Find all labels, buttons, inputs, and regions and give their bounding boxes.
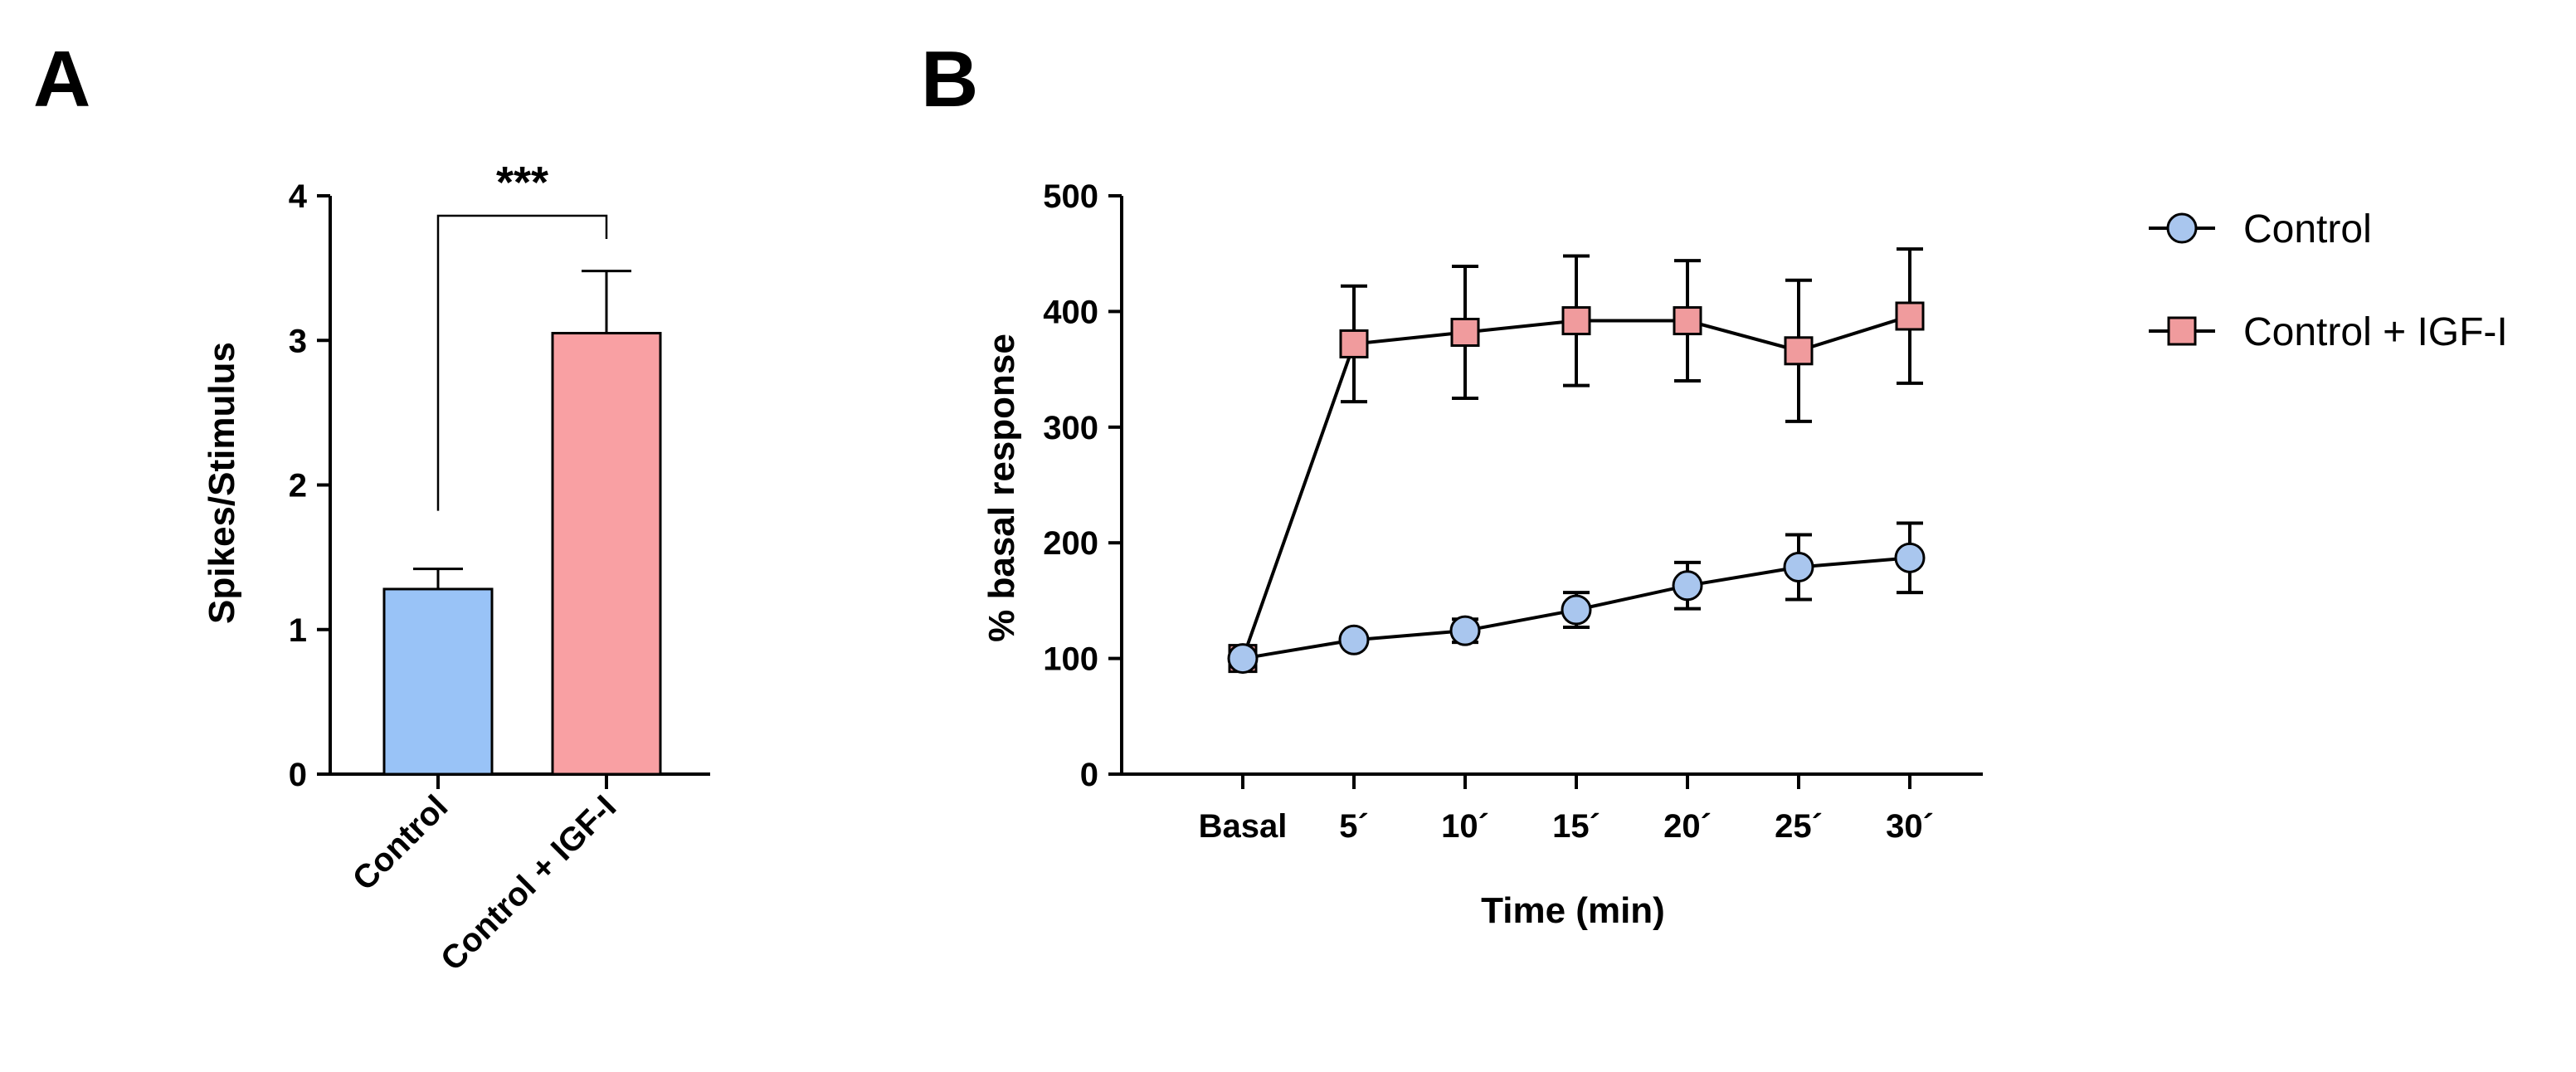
panel-b-x-tick-label: 5´ xyxy=(1339,808,1369,845)
panel-a-y-tick-label: 3 xyxy=(289,323,307,359)
panel-a-x-tick-label: Control xyxy=(346,788,455,898)
panel-b-x-tick-label: 25´ xyxy=(1775,808,1823,845)
data-point xyxy=(1339,329,1369,358)
bar xyxy=(551,332,662,776)
panel-b-x-tick-label: Basal xyxy=(1199,808,1288,845)
panel-b-y-tick-label: 400 xyxy=(1043,294,1098,330)
data-point xyxy=(1894,542,1926,573)
panel-a-y-tick-label: 1 xyxy=(289,612,307,649)
panel-b-legend: Control Control + IGF-I xyxy=(2149,207,2508,354)
panel-b-y-axis-title: % basal response xyxy=(981,334,1022,642)
panel-b-y-tick-label: 100 xyxy=(1043,641,1098,678)
data-point xyxy=(1561,306,1591,336)
panel-b-y-tick-label: 500 xyxy=(1043,178,1098,215)
significance-bracket xyxy=(436,214,608,511)
panel-b-chart: % basal response Time (min) 0 100 200 300 40… xyxy=(981,178,1983,931)
panel-b-x-tick-label: 20´ xyxy=(1663,808,1712,845)
panel-b-y-tick-label: 200 xyxy=(1043,525,1098,562)
data-point xyxy=(1895,301,1925,331)
data-point xyxy=(1450,317,1480,347)
panel-a-y-tick-label: 2 xyxy=(289,468,307,504)
legend-marker xyxy=(2167,316,2197,346)
data-point xyxy=(1784,336,1814,366)
panel-a-y-axis-title: Spikes/Stimulus xyxy=(202,342,242,624)
panel-b-x-axis-title: Time (min) xyxy=(1481,890,1665,931)
panel-a-x-tick-label: Control + IGF-I xyxy=(434,788,623,977)
panel-b-letter: B xyxy=(921,35,978,124)
data-point xyxy=(1673,306,1702,336)
data-point xyxy=(1672,570,1703,602)
panel-b-x-tick-label: 30´ xyxy=(1886,808,1934,845)
panel-b-x-tick-label: 10´ xyxy=(1441,808,1489,845)
panel-a-y-tick-label: 4 xyxy=(289,178,308,215)
data-point xyxy=(1783,551,1814,582)
panel-b-y-tick-label: 300 xyxy=(1043,410,1098,446)
data-point xyxy=(1449,615,1481,646)
data-point xyxy=(1338,624,1370,655)
legend-marker xyxy=(2166,212,2198,244)
panel-a-letter: A xyxy=(33,35,90,124)
panel-a-y-tick-label: 0 xyxy=(289,757,307,793)
legend-label: Control xyxy=(2243,207,2372,251)
data-point xyxy=(1561,594,1592,626)
significance-label: *** xyxy=(496,158,548,207)
data-point xyxy=(1227,643,1259,675)
panel-b-y-tick-label: 0 xyxy=(1080,757,1098,793)
bar xyxy=(382,587,494,776)
legend-label: Control + IGF-I xyxy=(2243,310,2508,354)
panel-b-x-tick-label: 15´ xyxy=(1552,808,1600,845)
